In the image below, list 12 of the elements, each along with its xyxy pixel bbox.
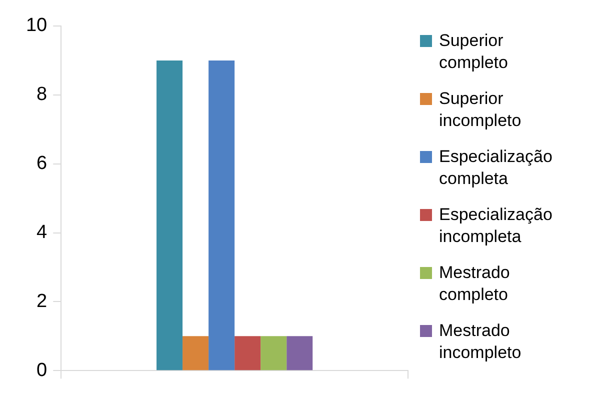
legend-label: Especialização incompleta xyxy=(439,204,554,248)
y-tick-label: 8 xyxy=(36,84,48,106)
legend-label: Especialização completa xyxy=(439,146,554,190)
legend-label: Mestrado completo xyxy=(439,262,511,306)
y-tick-label: 4 xyxy=(36,222,48,243)
y-tick-label: 10 xyxy=(26,15,48,36)
legend-label: Mestrado incompleto xyxy=(439,320,522,364)
y-tick-label: 6 xyxy=(36,153,48,174)
y-tick-label: 0 xyxy=(36,360,48,381)
y-tick-label: 2 xyxy=(36,290,48,312)
legend-label: Superior completo xyxy=(439,30,509,74)
legend-label: Superior incompleto xyxy=(439,88,522,132)
